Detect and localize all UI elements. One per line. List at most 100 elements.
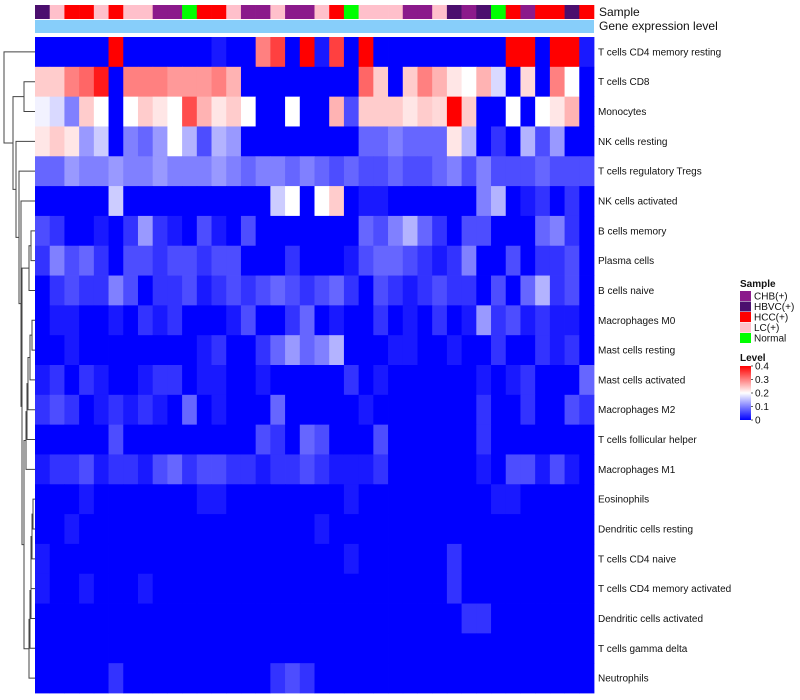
heatmap-cell [358, 66, 374, 98]
heatmap-cell [240, 215, 257, 247]
sample-annotation-cell [343, 5, 359, 19]
heatmap-cell [402, 335, 418, 366]
heatmap-cell [196, 573, 212, 604]
heatmap-cell [270, 215, 286, 247]
heatmap-cell [491, 484, 507, 515]
level-tick-label: 0 [755, 416, 761, 427]
heatmap-cell [182, 156, 198, 187]
heatmap-cell [343, 573, 360, 604]
sample-annotation-cell [137, 5, 153, 19]
row-label: Macrophages M1 [598, 465, 676, 476]
heatmap-cell [476, 37, 492, 68]
heatmap-cell [255, 96, 271, 127]
heatmap-cell [417, 37, 433, 68]
heatmap-cell [299, 543, 315, 575]
heatmap-cell [240, 275, 257, 306]
heatmap-cell [49, 663, 65, 694]
heatmap-cell [358, 245, 374, 276]
heatmap-cell [182, 603, 198, 634]
sample-annotation-cell [388, 5, 404, 19]
heatmap-cell [270, 543, 286, 575]
heatmap-cell [226, 215, 242, 247]
heatmap-cell [182, 37, 198, 68]
heatmap-cell [520, 514, 536, 545]
heatmap-cell [64, 66, 80, 98]
heatmap-cell [446, 543, 463, 575]
heatmap-cell [446, 126, 463, 157]
heatmap-cell [93, 424, 109, 455]
heatmap-cell [35, 633, 51, 664]
heatmap-cell [93, 633, 109, 664]
heatmap-cell [35, 454, 51, 485]
heatmap-cell [152, 573, 168, 604]
heatmap-cell [461, 245, 477, 276]
heatmap-cell [255, 365, 271, 396]
heatmap-cell [270, 514, 286, 545]
heatmap-cell [240, 365, 257, 396]
heatmap-cell [402, 543, 418, 575]
heatmap-cell [402, 663, 418, 694]
heatmap-cell [285, 245, 301, 276]
heatmap-cell [49, 156, 65, 187]
heatmap-cell [417, 96, 433, 127]
heatmap-cell [388, 543, 404, 575]
heatmap-cell [270, 365, 286, 396]
heatmap-cell [549, 245, 565, 276]
heatmap-cell [93, 96, 109, 127]
heatmap-cell [388, 37, 404, 68]
row-label: Plasma cells [598, 256, 654, 267]
heatmap-cell [314, 365, 330, 396]
heatmap-cell [535, 275, 551, 306]
heatmap-cell [79, 543, 95, 575]
level-legend-title: Level [740, 353, 766, 364]
heatmap-cell [314, 573, 330, 604]
gene-expression-bar [35, 20, 594, 33]
heatmap-cell [402, 186, 418, 217]
heatmap-cell [461, 603, 477, 634]
heatmap-cell [505, 37, 521, 68]
heatmap-cell [358, 37, 374, 68]
heatmap-cell [446, 37, 463, 68]
heatmap-cell [196, 215, 212, 247]
heatmap-cell [520, 66, 536, 98]
heatmap-cell [343, 424, 360, 455]
heatmap-cell [108, 424, 124, 455]
heatmap-cell [255, 394, 271, 426]
heatmap-cell [373, 454, 389, 485]
heatmap-cell [343, 96, 360, 127]
heatmap-cell [505, 305, 521, 336]
heatmap-cell [79, 424, 95, 455]
heatmap-cell [211, 126, 227, 157]
heatmap-cell [564, 424, 580, 455]
heatmap-cell [402, 126, 418, 157]
sample-annotation-cell [299, 5, 315, 19]
heatmap-cell [491, 96, 507, 127]
heatmap-cell [79, 454, 95, 485]
heatmap-cell [314, 335, 330, 366]
heatmap-cell [152, 66, 168, 98]
heatmap-cell [79, 394, 95, 426]
heatmap-cell [579, 245, 595, 276]
heatmap-cell [446, 186, 463, 217]
heatmap-cell [285, 156, 301, 187]
heatmap-cell [432, 96, 448, 127]
heatmap-cell [388, 305, 404, 336]
heatmap-cell [79, 305, 95, 336]
heatmap-cell [167, 126, 183, 157]
heatmap-cell [314, 37, 330, 68]
heatmap-cell [196, 335, 212, 366]
heatmap-cell [226, 633, 242, 664]
heatmap-cell [579, 275, 595, 306]
heatmap-cell [49, 126, 65, 157]
heatmap-cell [549, 603, 565, 634]
level-tick-label: 0.1 [755, 402, 769, 413]
heatmap-cell [417, 543, 433, 575]
heatmap-cell [285, 365, 301, 396]
heatmap-cell [417, 245, 433, 276]
heatmap-cell [255, 215, 271, 247]
heatmap-cell [152, 454, 168, 485]
heatmap-cell [137, 484, 154, 515]
heatmap-cell [446, 365, 463, 396]
level-tick-label: 0.4 [755, 362, 769, 373]
